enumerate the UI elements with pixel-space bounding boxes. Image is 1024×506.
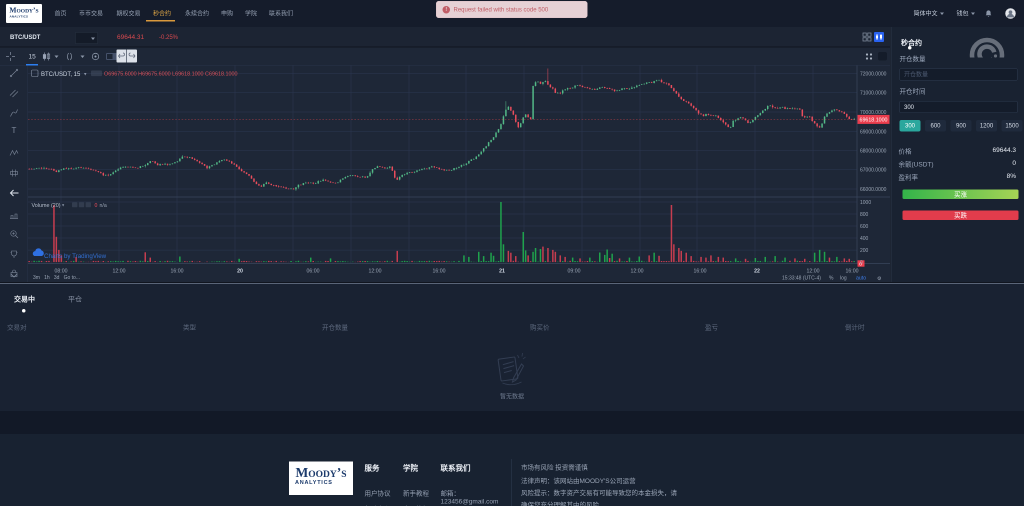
svg-text:12:00: 12:00 <box>807 269 820 275</box>
svg-text:log: log <box>840 276 847 282</box>
svg-text:▾: ▾ <box>84 72 87 78</box>
svg-text:O69675.6000 H69675.6000 L69618: O69675.6000 H69675.6000 L69618.1000 C696… <box>104 72 237 78</box>
svg-text:67000.0000: 67000.0000 <box>860 168 887 174</box>
svg-text:12:00: 12:00 <box>631 269 644 275</box>
svg-text:16:00: 16:00 <box>846 269 859 275</box>
svg-text:16:00: 16:00 <box>694 269 707 275</box>
svg-text:0: 0 <box>95 203 98 209</box>
svg-text:68000.0000: 68000.0000 <box>860 149 887 155</box>
svg-text:20: 20 <box>237 269 243 275</box>
svg-text:BTC/USDT, 15: BTC/USDT, 15 <box>41 72 81 78</box>
svg-text:800: 800 <box>860 212 869 218</box>
svg-text:21: 21 <box>499 269 505 275</box>
svg-text:06:00: 06:00 <box>307 269 320 275</box>
svg-text:71000.0000: 71000.0000 <box>860 91 887 97</box>
svg-text:n/a: n/a <box>100 203 107 209</box>
svg-text:Charts by TradingView: Charts by TradingView <box>44 253 107 260</box>
svg-text:400: 400 <box>860 236 869 242</box>
svg-text:3m 1h 3d Go to...: 3m 1h 3d Go to... <box>33 275 80 281</box>
svg-text:0: 0 <box>859 261 862 267</box>
svg-text:⚙: ⚙ <box>877 276 882 282</box>
svg-text:600: 600 <box>860 224 869 230</box>
svg-text:08:00: 08:00 <box>55 269 68 275</box>
svg-text:69000.0000: 69000.0000 <box>860 129 887 135</box>
svg-text:09:00: 09:00 <box>568 269 581 275</box>
svg-text:Volume (20): Volume (20) <box>32 203 61 209</box>
svg-text:12:00: 12:00 <box>369 269 382 275</box>
svg-text:12:00: 12:00 <box>113 269 126 275</box>
svg-text:70000.0000: 70000.0000 <box>860 110 887 116</box>
svg-text:16:00: 16:00 <box>433 269 446 275</box>
svg-text:72000.0000: 72000.0000 <box>860 72 887 78</box>
svg-text:auto: auto <box>856 276 866 282</box>
svg-text:%: % <box>829 276 834 282</box>
svg-text:16:00: 16:00 <box>171 269 184 275</box>
svg-text:69618.1000: 69618.1000 <box>860 117 888 123</box>
svg-text:0: 0 <box>860 260 863 266</box>
svg-text:▾: ▾ <box>62 203 64 208</box>
svg-text:200: 200 <box>860 248 869 254</box>
svg-text:15:33:48 (UTC-4): 15:33:48 (UTC-4) <box>782 276 821 282</box>
svg-text:1000: 1000 <box>860 200 871 206</box>
svg-text:66000.0000: 66000.0000 <box>860 187 887 193</box>
svg-text:22: 22 <box>754 269 760 275</box>
